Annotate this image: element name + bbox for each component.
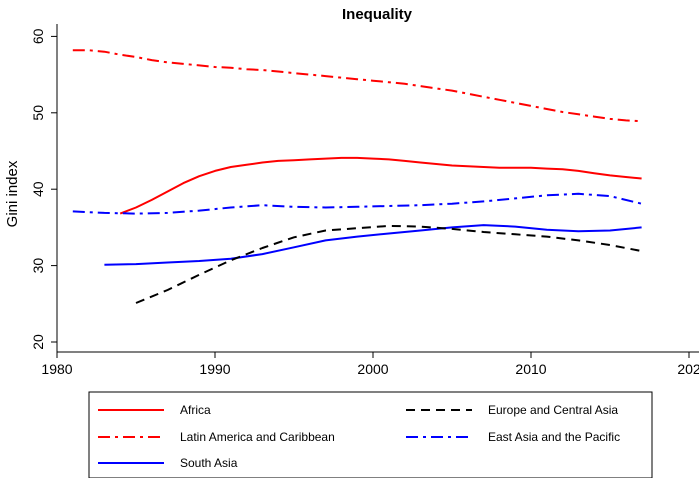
legend-box <box>88 391 653 478</box>
series-line-south-asia <box>104 224 642 266</box>
x-tick-label: 1980 <box>41 361 72 377</box>
x-axis-ticks: 1980 1990 2000 2010 202 <box>41 352 699 377</box>
plot-area: 1980 1990 2000 2010 202 20 30 40 50 60 <box>30 24 699 377</box>
y-tick-label: 20 <box>30 334 46 350</box>
y-axis-ticks: 20 30 40 50 60 <box>30 28 57 350</box>
series-line-africa <box>119 156 642 215</box>
x-tick-label: 1990 <box>199 361 230 377</box>
legend-label: Africa <box>180 403 211 417</box>
x-tick-label: 202 <box>677 361 699 377</box>
legend-label: Europe and Central Asia <box>488 403 618 417</box>
legend-label: Latin America and Caribbean <box>180 430 335 444</box>
series-lines <box>72 49 642 304</box>
legend-label: East Asia and the Pacific <box>488 430 620 444</box>
legend-items: Africa Europe and Central Asia Latin Ameri… <box>98 403 620 470</box>
legend: Africa Europe and Central Asia Latin Ameri… <box>88 391 653 478</box>
chart-title: Inequality <box>342 6 413 23</box>
series-line-latin-america-and-caribbean <box>72 49 642 123</box>
y-axis-label: Gini index <box>4 160 21 227</box>
y-tick-label: 50 <box>30 105 46 121</box>
y-tick-label: 40 <box>30 181 46 197</box>
series-line-europe-and-central-asia <box>135 224 642 304</box>
y-tick-label: 30 <box>30 258 46 274</box>
legend-label: South Asia <box>180 456 238 470</box>
series-line-east-asia-and-the-pacific <box>72 192 642 215</box>
y-tick-label: 60 <box>30 28 46 44</box>
x-tick-label: 2010 <box>515 361 546 377</box>
x-tick-label: 2000 <box>357 361 388 377</box>
